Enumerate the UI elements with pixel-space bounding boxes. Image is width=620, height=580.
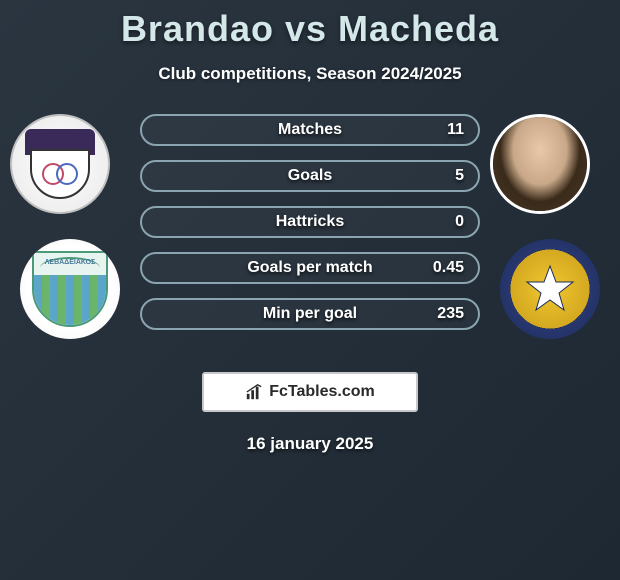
stat-pills: Matches 11 Goals 5 Hattricks 0 Goals per… <box>140 114 480 344</box>
stat-label: Goals <box>288 167 332 185</box>
header: Brandao vs Macheda Club competitions, Se… <box>0 0 620 84</box>
brand-badge[interactable]: FcTables.com <box>202 372 418 412</box>
stat-label: Goals per match <box>247 259 372 277</box>
stat-row-matches: Matches 11 <box>140 114 480 146</box>
page-title: Brandao vs Macheda <box>0 8 620 50</box>
stat-value: 0.45 <box>433 259 464 277</box>
stat-row-goals-per-match: Goals per match 0.45 <box>140 252 480 284</box>
comparison-content: ΛΕΒΑΔΕΙΑΚΟΣ Matches 11 Goals 5 Hattricks… <box>0 114 620 354</box>
stat-label: Matches <box>278 121 342 139</box>
stat-row-min-per-goal: Min per goal 235 <box>140 298 480 330</box>
bar-chart-icon <box>245 383 263 401</box>
player-macheda-photo <box>490 114 590 214</box>
stat-label: Hattricks <box>276 213 344 231</box>
asteras-tripolis-crest <box>500 239 600 339</box>
crest-graphic <box>510 249 590 329</box>
stat-value: 5 <box>455 167 464 185</box>
stat-value: 235 <box>437 305 464 323</box>
player-face <box>493 117 587 211</box>
stat-row-goals: Goals 5 <box>140 160 480 192</box>
crest-graphic <box>25 129 95 199</box>
subtitle: Club competitions, Season 2024/2025 <box>0 64 620 84</box>
stat-label: Min per goal <box>263 305 357 323</box>
defensor-sporting-crest <box>10 114 110 214</box>
brand-text: FcTables.com <box>269 383 375 401</box>
levadiakos-crest: ΛΕΒΑΔΕΙΑΚΟΣ <box>20 239 120 339</box>
date-label: 16 january 2025 <box>0 434 620 454</box>
stat-value: 11 <box>447 121 464 139</box>
stat-value: 0 <box>455 213 464 231</box>
crest-graphic: ΛΕΒΑΔΕΙΑΚΟΣ <box>32 251 108 327</box>
stat-row-hattricks: Hattricks 0 <box>140 206 480 238</box>
star-icon <box>525 264 575 314</box>
